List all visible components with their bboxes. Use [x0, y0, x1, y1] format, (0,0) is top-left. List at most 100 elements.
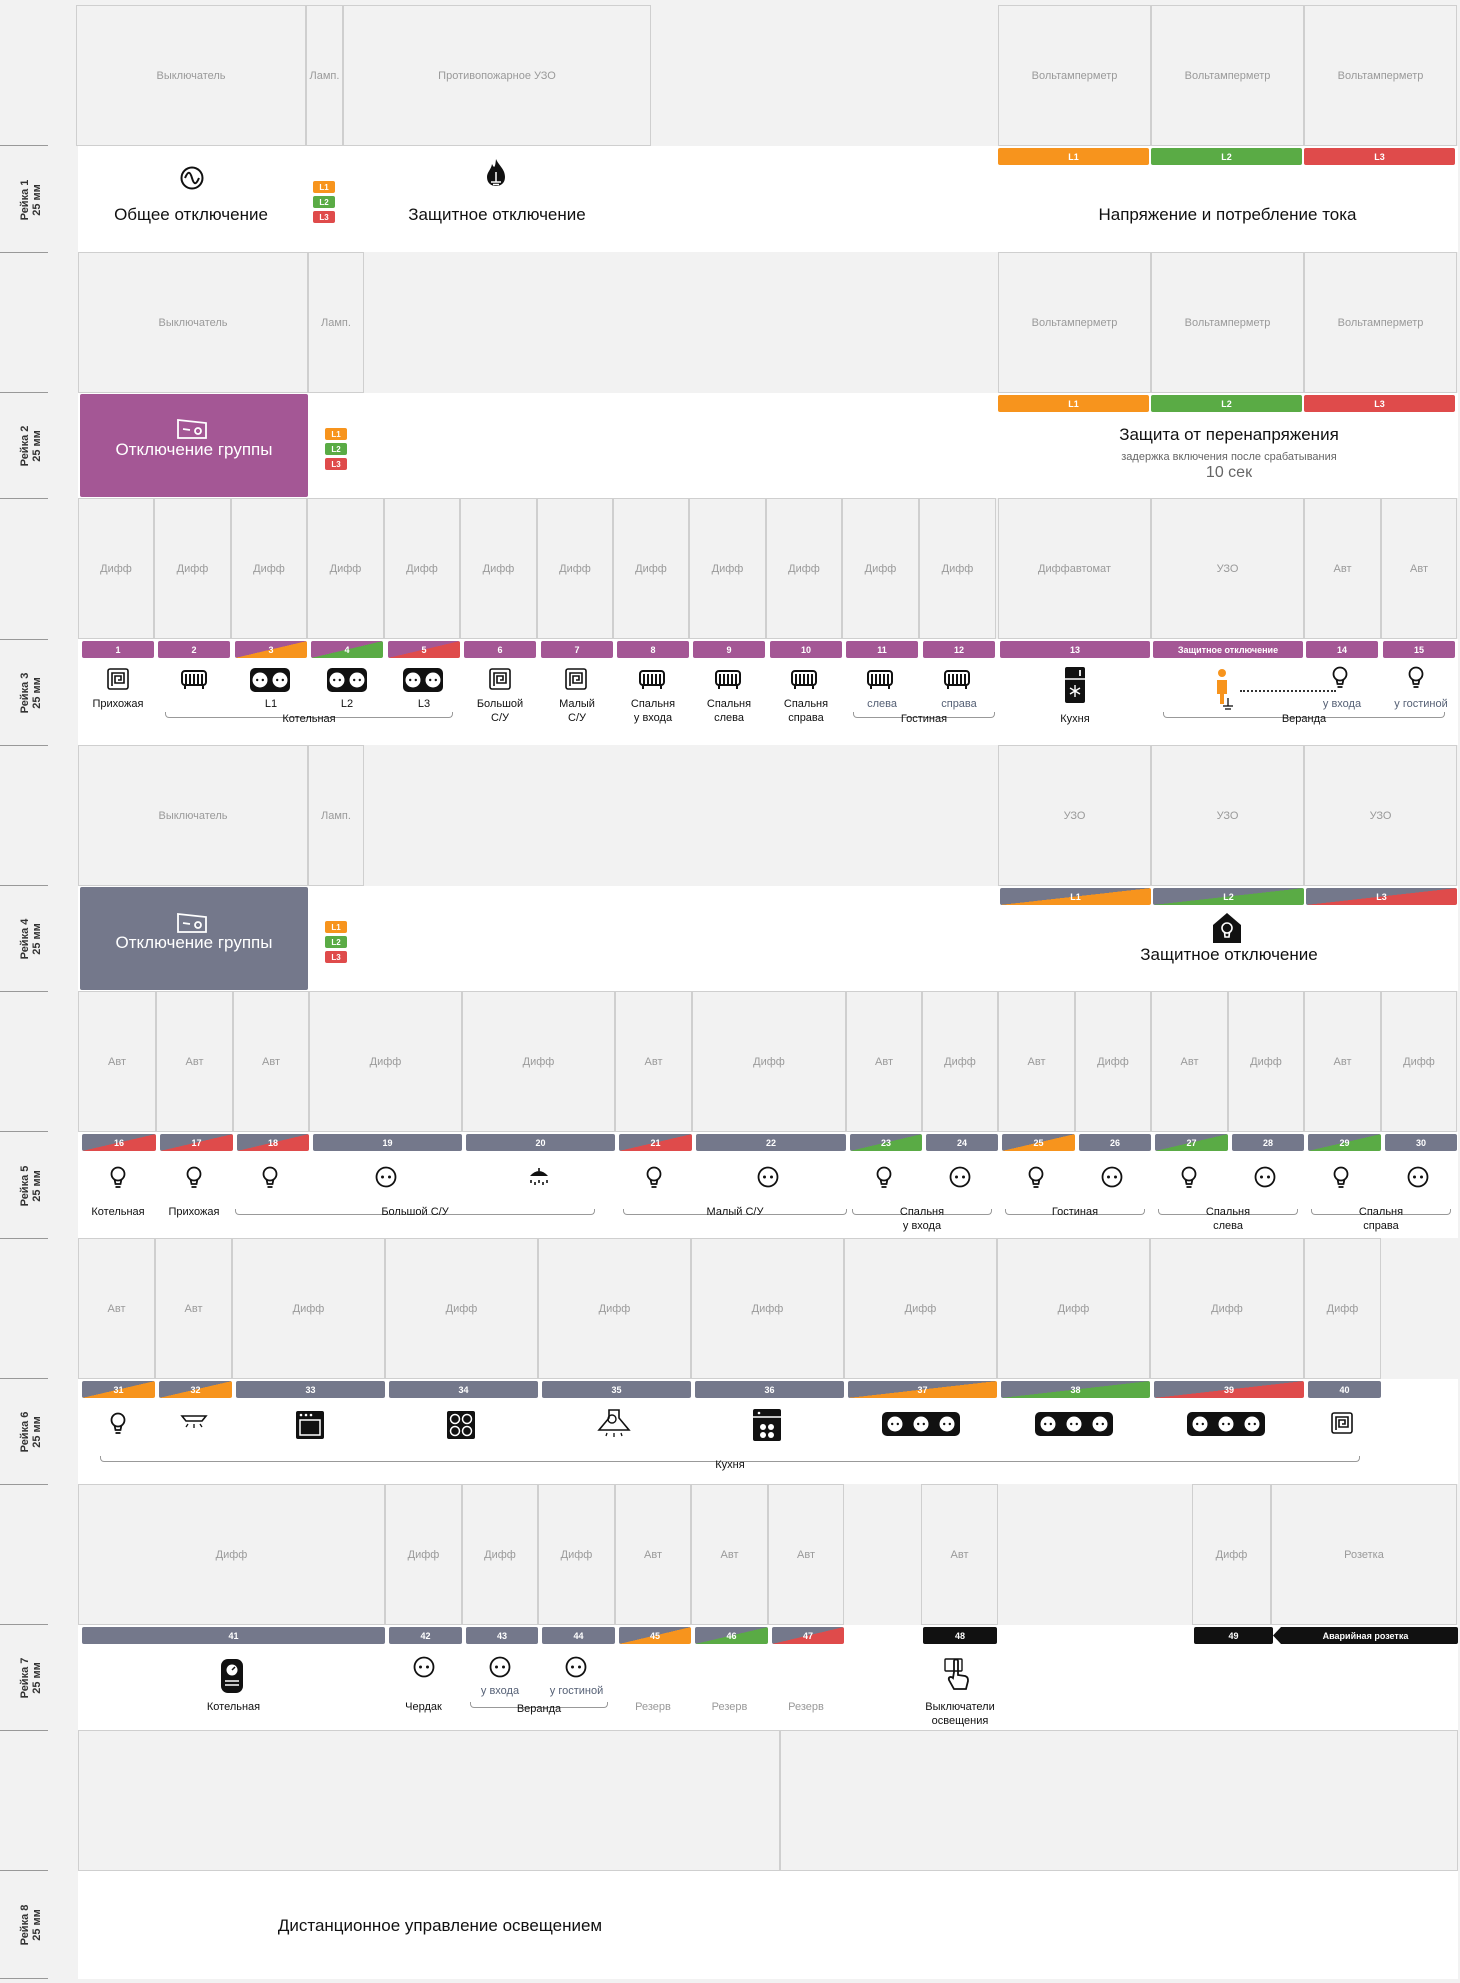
module-box[interactable]: Авт [155, 1238, 232, 1379]
rail-separator [0, 745, 48, 746]
module-box[interactable]: Авт [1381, 498, 1457, 639]
rail-separator [0, 1378, 48, 1379]
circuit-badge: 36 [695, 1381, 844, 1398]
module-box[interactable]: Дифф [1228, 991, 1304, 1132]
module-box[interactable]: Дифф [689, 498, 766, 639]
module-box[interactable]: УЗО [1151, 745, 1304, 886]
module-box[interactable]: Диффавтомат [998, 498, 1151, 639]
overvoltage-note: задержка включения после срабатывания [1121, 451, 1337, 463]
module-box[interactable]: Вольтамперметр [998, 5, 1151, 146]
house-bulb-icon [1212, 912, 1242, 944]
phase-badge: L2 [1151, 395, 1302, 412]
module-box[interactable]: Авт [1151, 991, 1228, 1132]
group-off-panel[interactable]: Отключение группы [80, 887, 308, 990]
module-box[interactable]: Дифф [538, 1484, 615, 1625]
module-box[interactable]: Дифф [231, 498, 307, 639]
module-box[interactable]: Авт [921, 1484, 998, 1625]
circuit-label: Большой С/У [476, 698, 524, 724]
module-box[interactable]: Ламп. [308, 745, 364, 886]
circuit-label: Кухня [715, 1459, 745, 1471]
group-bracket [852, 1209, 992, 1215]
module-box[interactable]: Дифф [842, 498, 919, 639]
module-box[interactable]: УЗО [998, 745, 1151, 886]
module-box[interactable]: Дифф [997, 1238, 1150, 1379]
module-box[interactable]: Авт [78, 1238, 155, 1379]
module-box[interactable]: Выключатель [78, 745, 308, 886]
module-box[interactable]: Вольтамперметр [1304, 252, 1457, 393]
module-box[interactable]: Авт [78, 991, 156, 1132]
module-box[interactable]: УЗО [1304, 745, 1457, 886]
module-box[interactable]: Вольтамперметр [998, 252, 1151, 393]
module-box[interactable]: Дифф [462, 1484, 538, 1625]
module-box[interactable]: Авт [233, 991, 309, 1132]
module-box[interactable]: Выключатель [78, 252, 308, 393]
module-box[interactable]: Дифф [919, 498, 996, 639]
module-box[interactable]: Авт [615, 991, 692, 1132]
module-box[interactable]: Вольтамперметр [1151, 5, 1304, 146]
socket-icon [757, 1166, 779, 1188]
module-box[interactable]: Дифф [232, 1238, 385, 1379]
module-box[interactable]: Дифф [1381, 991, 1457, 1132]
module-box[interactable]: Дифф [460, 498, 537, 639]
circuit-badge: 35 [542, 1381, 691, 1398]
module-box[interactable]: Дифф [385, 1484, 462, 1625]
module-box[interactable] [78, 1730, 780, 1871]
module-box[interactable]: Дифф [613, 498, 689, 639]
module-box[interactable]: Вольтамперметр [1151, 252, 1304, 393]
module-box[interactable]: Вольтамперметр [1304, 5, 1457, 146]
module-box[interactable]: Дифф [385, 1238, 538, 1379]
module-box[interactable]: Дифф [1075, 991, 1151, 1132]
module-box[interactable] [780, 1730, 1458, 1871]
group-bracket [1163, 712, 1445, 718]
circuit-badge: 20 [466, 1134, 615, 1151]
module-box[interactable]: Дифф [1150, 1238, 1304, 1379]
module-box[interactable]: Дифф [538, 1238, 691, 1379]
module-box[interactable]: Дифф [154, 498, 231, 639]
module-box[interactable]: Дифф [692, 991, 846, 1132]
module-box[interactable]: Розетка [1271, 1484, 1457, 1625]
group-bracket [1005, 1209, 1145, 1215]
module-box[interactable]: Авт [1304, 498, 1381, 639]
module-box[interactable]: Авт [768, 1484, 844, 1625]
module-box[interactable]: Дифф [307, 498, 384, 639]
circuit-badge: 21 [619, 1134, 692, 1151]
socket-double-icon [250, 668, 290, 692]
circuit-badge: 6 [464, 641, 536, 658]
module-box[interactable]: Дифф [78, 1484, 385, 1625]
rail-separator [0, 885, 48, 886]
module-box[interactable]: Авт [691, 1484, 768, 1625]
rail-size: 25 мм [31, 677, 43, 709]
circuit-label: Гостиная [900, 713, 948, 725]
module-box[interactable]: Авт [615, 1484, 691, 1625]
module-box[interactable]: Дифф [384, 498, 460, 639]
group-bracket [235, 1209, 595, 1215]
module-box[interactable]: Выключатель [76, 5, 306, 146]
group-off-panel[interactable]: Отключение группы [80, 394, 308, 497]
module-box[interactable]: Дифф [766, 498, 842, 639]
module-box[interactable]: Дифф [537, 498, 613, 639]
module-box[interactable]: УЗО [1151, 498, 1304, 639]
module-box[interactable]: Дифф [691, 1238, 844, 1379]
circuit-badge: Аварийная розетка [1273, 1627, 1458, 1644]
module-box[interactable]: Дифф [922, 991, 998, 1132]
module-box[interactable]: Авт [156, 991, 233, 1132]
bulb-icon [261, 1166, 279, 1190]
module-box[interactable]: Ламп. [308, 252, 364, 393]
module-box[interactable]: Дифф [309, 991, 462, 1132]
circuit-label: L1 [264, 698, 278, 710]
bulb-icon [1027, 1166, 1045, 1190]
module-box[interactable]: Авт [846, 991, 922, 1132]
phase-indicator: L2 [325, 936, 347, 948]
socket-icon [1254, 1166, 1276, 1188]
module-box[interactable]: Противопожарное УЗО [343, 5, 651, 146]
module-box[interactable]: Дифф [78, 498, 154, 639]
module-box[interactable]: Ламп. [306, 5, 343, 146]
module-box[interactable]: Авт [998, 991, 1075, 1132]
phase-indicator: L3 [313, 211, 335, 223]
module-box[interactable]: Дифф [462, 991, 615, 1132]
module-box[interactable]: Дифф [844, 1238, 997, 1379]
circuit-label: Гостиная [1051, 1206, 1099, 1218]
module-box[interactable]: Дифф [1304, 1238, 1381, 1379]
module-box[interactable]: Авт [1304, 991, 1381, 1132]
module-box[interactable]: Дифф [1192, 1484, 1271, 1625]
